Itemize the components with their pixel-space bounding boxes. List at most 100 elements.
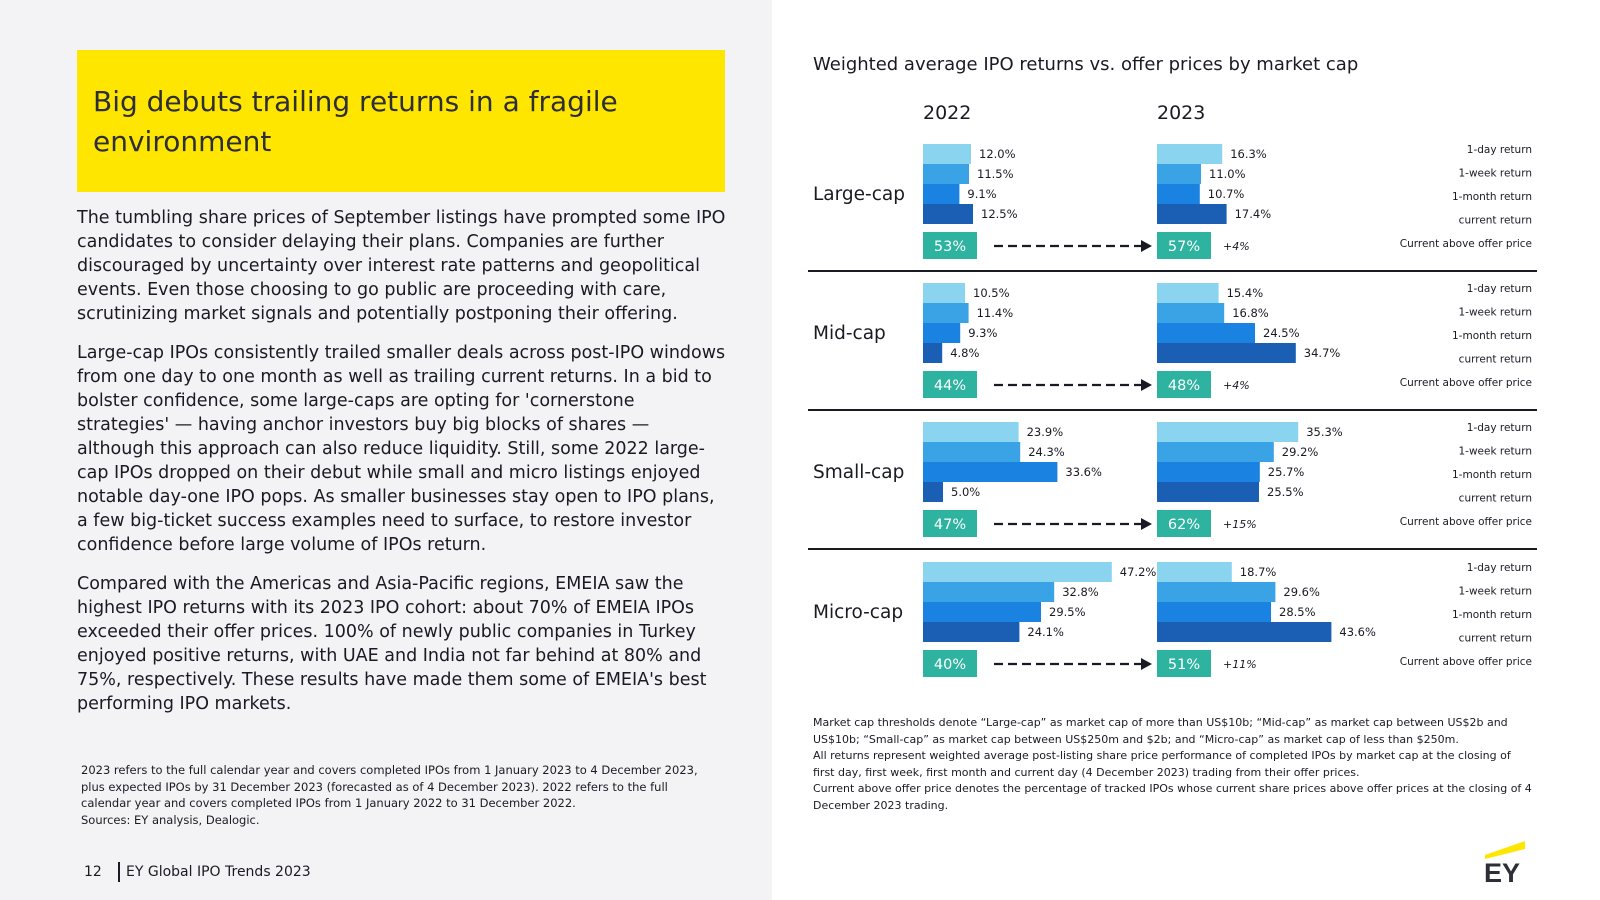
metric-label: 1-day return — [1467, 422, 1532, 434]
above-offer-label: Current above offer price — [1400, 238, 1532, 250]
above-offer-badge-2022 — [923, 371, 977, 398]
metric-label: current return — [1459, 633, 1532, 645]
bar-2023 — [1157, 422, 1299, 442]
bar-2023 — [1157, 582, 1276, 602]
above-offer-value-2023: 51% — [1168, 657, 1200, 673]
data-label-2022: 32.8% — [1062, 585, 1099, 599]
metric-label: 1-day return — [1467, 144, 1532, 156]
bar-2023 — [1157, 343, 1296, 363]
data-label-2023: 15.4% — [1227, 286, 1264, 300]
above-offer-value-2023: 57% — [1168, 239, 1200, 255]
bar-2023 — [1157, 323, 1255, 343]
bar-2023 — [1157, 303, 1225, 323]
footnote-line: 2023 refers to the full calendar year an… — [81, 763, 698, 777]
panel-label-2023: 2023 — [1157, 102, 1206, 124]
above-offer-value-2022: 40% — [934, 657, 966, 673]
bar-2023 — [1157, 602, 1271, 622]
bar-2023 — [1157, 462, 1260, 482]
bar-2022 — [923, 622, 1020, 642]
data-label-2022: 23.9% — [1027, 425, 1064, 439]
data-label-2022: 5.0% — [951, 485, 980, 499]
change-label: +11% — [1223, 658, 1257, 671]
data-label-2023: 24.5% — [1263, 326, 1300, 340]
data-label-2023: 35.3% — [1306, 425, 1343, 439]
bar-2023 — [1157, 283, 1219, 303]
data-label-2023: 18.7% — [1240, 565, 1277, 579]
data-label-2023: 10.7% — [1208, 187, 1245, 201]
metric-label: 1-day return — [1467, 562, 1532, 574]
arrow-head — [1141, 518, 1152, 530]
bar-2023 — [1157, 184, 1200, 204]
data-label-2022: 12.0% — [979, 147, 1016, 161]
data-label-2023: 28.5% — [1279, 605, 1316, 619]
bar-2022 — [923, 462, 1058, 482]
arrow-head — [1141, 658, 1152, 670]
bar-2022 — [923, 482, 943, 502]
arrow-head — [1141, 379, 1152, 391]
bar-2023 — [1157, 204, 1227, 224]
metric-label: 1-month return — [1452, 330, 1532, 342]
bar-2022 — [923, 602, 1041, 622]
metric-label: 1-week return — [1459, 307, 1533, 319]
above-offer-value-2023: 62% — [1168, 517, 1200, 533]
bar-2022 — [923, 283, 965, 303]
data-label-2023: 16.8% — [1232, 306, 1269, 320]
data-label-2022: 4.8% — [950, 346, 979, 360]
arrow-head — [1141, 240, 1152, 252]
data-label-2023: 43.6% — [1339, 625, 1376, 639]
data-label-2022: 11.4% — [977, 306, 1014, 320]
bar-2022 — [923, 442, 1021, 462]
bar-2022 — [923, 184, 960, 204]
above-offer-value-2023: 48% — [1168, 378, 1200, 394]
bar-2022 — [923, 164, 969, 184]
above-offer-badge-2022 — [923, 510, 977, 537]
bar-2022 — [923, 323, 961, 343]
data-label-2023: 16.3% — [1230, 147, 1267, 161]
above-offer-badge-2022 — [923, 650, 977, 677]
above-offer-value-2022: 44% — [934, 378, 966, 394]
bar-2022 — [923, 343, 943, 363]
bar-2023 — [1157, 144, 1223, 164]
metric-label: current return — [1459, 215, 1532, 227]
bar-2022 — [923, 582, 1055, 602]
left-panel: Big debuts trailing returns in a fragile… — [0, 0, 772, 900]
above-offer-value-2022: 47% — [934, 517, 966, 533]
paragraph-1: The tumbling share prices of September l… — [77, 208, 726, 324]
data-label-2022: 9.3% — [968, 326, 997, 340]
metric-label: 1-week return — [1459, 168, 1533, 180]
paragraph-3: Compared with the Americas and Asia-Paci… — [77, 574, 707, 714]
change-label: +15% — [1223, 518, 1257, 531]
paragraph-2: Large-cap IPOs consistently trailed smal… — [77, 343, 726, 555]
above-offer-label: Current above offer price — [1400, 516, 1532, 528]
metric-label: 1-month return — [1452, 191, 1532, 203]
chart-note-thresholds: Market cap thresholds denote “Large-cap”… — [813, 716, 1508, 746]
metric-label: 1-day return — [1467, 283, 1532, 295]
metric-label: 1-week return — [1459, 586, 1533, 598]
data-label-2022: 33.6% — [1065, 465, 1102, 479]
data-label-2022: 47.2% — [1120, 565, 1157, 579]
bar-2022 — [923, 562, 1112, 582]
bar-2023 — [1157, 622, 1332, 642]
group-label: Mid-cap — [813, 323, 886, 344]
bar-2022 — [923, 422, 1019, 442]
data-label-2022: 12.5% — [981, 207, 1018, 221]
data-label-2023: 25.7% — [1268, 465, 1305, 479]
bar-2023 — [1157, 442, 1274, 462]
data-label-2023: 34.7% — [1304, 346, 1341, 360]
group-label: Large-cap — [813, 184, 905, 205]
ey-logo: EY — [1484, 841, 1525, 885]
bar-2022 — [923, 144, 971, 164]
group-label: Micro-cap — [813, 602, 903, 623]
page-title: Big debuts trailing returns in a fragile… — [93, 85, 618, 158]
footer-divider — [118, 862, 120, 882]
footnote-line: calendar year and covers completed IPOs … — [81, 796, 576, 810]
panel-label-2022: 2022 — [923, 102, 972, 124]
chart-notes: Market cap thresholds denote “Large-cap”… — [813, 715, 1533, 814]
data-label-2023: 11.0% — [1209, 167, 1246, 181]
publication-name: EY Global IPO Trends 2023 — [126, 864, 311, 880]
chart-title: Weighted average IPO returns vs. offer p… — [813, 54, 1359, 75]
metric-label: 1-week return — [1459, 446, 1533, 458]
data-label-2023: 25.5% — [1267, 485, 1304, 499]
